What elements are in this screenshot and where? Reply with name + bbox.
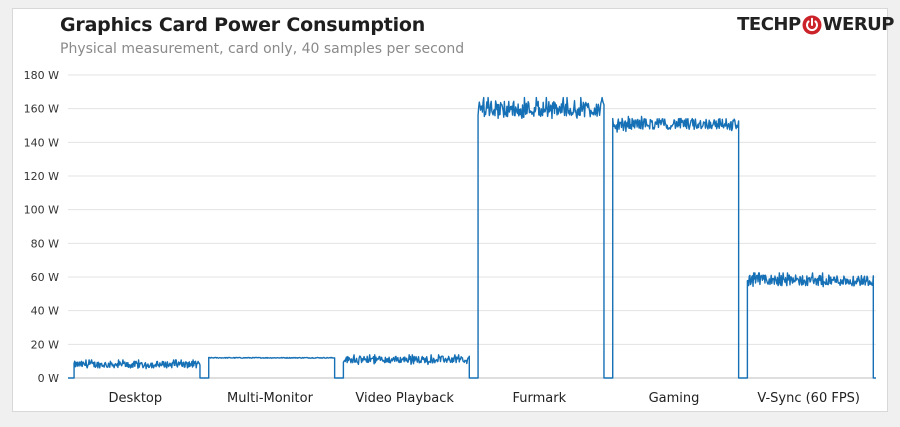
power-icon: [802, 15, 822, 34]
x-category-label: Furmark: [513, 391, 567, 406]
chart-title: Graphics Card Power Consumption: [60, 14, 426, 36]
y-tick-label: 0 W: [38, 372, 59, 385]
chart-subtitle: Physical measurement, card only, 40 samp…: [60, 41, 465, 57]
y-tick-label: 120 W: [24, 170, 59, 183]
y-tick-label: 20 W: [31, 338, 59, 351]
y-tick-label: 80 W: [31, 237, 59, 250]
power-series: [68, 96, 876, 379]
x-axis-labels: Desktop Multi-Monitor Video Playback Furmar…: [109, 391, 860, 406]
logo-text-left: TECHP: [737, 14, 801, 35]
y-tick-label: 180 W: [24, 69, 59, 82]
x-category-label: Gaming: [649, 391, 700, 406]
x-category-label: Video Playback: [355, 391, 454, 406]
chart-grid: [68, 74, 876, 379]
techpowerup-logo: TECHP WERUP: [737, 14, 894, 35]
y-tick-label: 140 W: [24, 136, 59, 149]
y-tick-label: 60 W: [31, 271, 59, 284]
x-category-label: Multi-Monitor: [227, 391, 314, 406]
y-tick-label: 100 W: [24, 204, 59, 217]
logo-text-right: WERUP: [822, 14, 895, 35]
y-axis-ticks: 0 W 20 W 40 W 60 W 80 W 100 W 120 W 140 W 160 W 1…: [24, 69, 59, 385]
x-category-label: V-Sync (60 FPS): [757, 391, 860, 406]
y-tick-label: 40 W: [31, 305, 59, 318]
power-trace-line: [68, 96, 876, 379]
y-tick-label: 160 W: [24, 103, 59, 116]
x-category-label: Desktop: [109, 391, 163, 406]
